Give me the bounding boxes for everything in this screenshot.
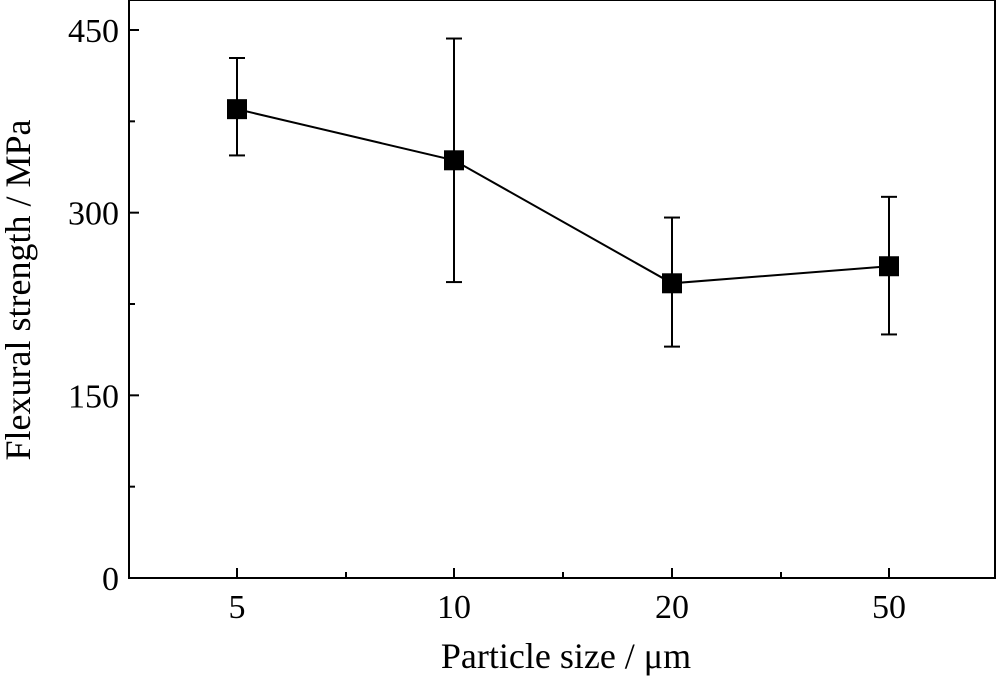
y-tick-label: 300 <box>68 196 119 233</box>
data-point <box>227 99 247 120</box>
x-axis-title: Particle size / μm <box>441 636 691 676</box>
series-line <box>236 108 890 285</box>
y-tick-label: 150 <box>68 378 119 415</box>
y-tick-label: 450 <box>68 13 119 50</box>
x-tick-label: 5 <box>229 589 246 626</box>
x-tick-label: 10 <box>437 589 471 626</box>
tick-labels: 0 150 300 450 5 10 20 50 <box>68 13 906 626</box>
y-axis-title: Flexural strength / MPa <box>0 120 38 461</box>
x-tick-label: 50 <box>872 589 906 626</box>
y-tick-label: 0 <box>102 561 119 598</box>
axis-ticks <box>129 29 890 579</box>
x-tick-label: 20 <box>655 589 689 626</box>
data-series <box>227 37 899 348</box>
data-point <box>879 256 899 277</box>
plot-frame <box>128 0 996 579</box>
data-point <box>444 150 464 171</box>
data-point <box>662 273 682 294</box>
